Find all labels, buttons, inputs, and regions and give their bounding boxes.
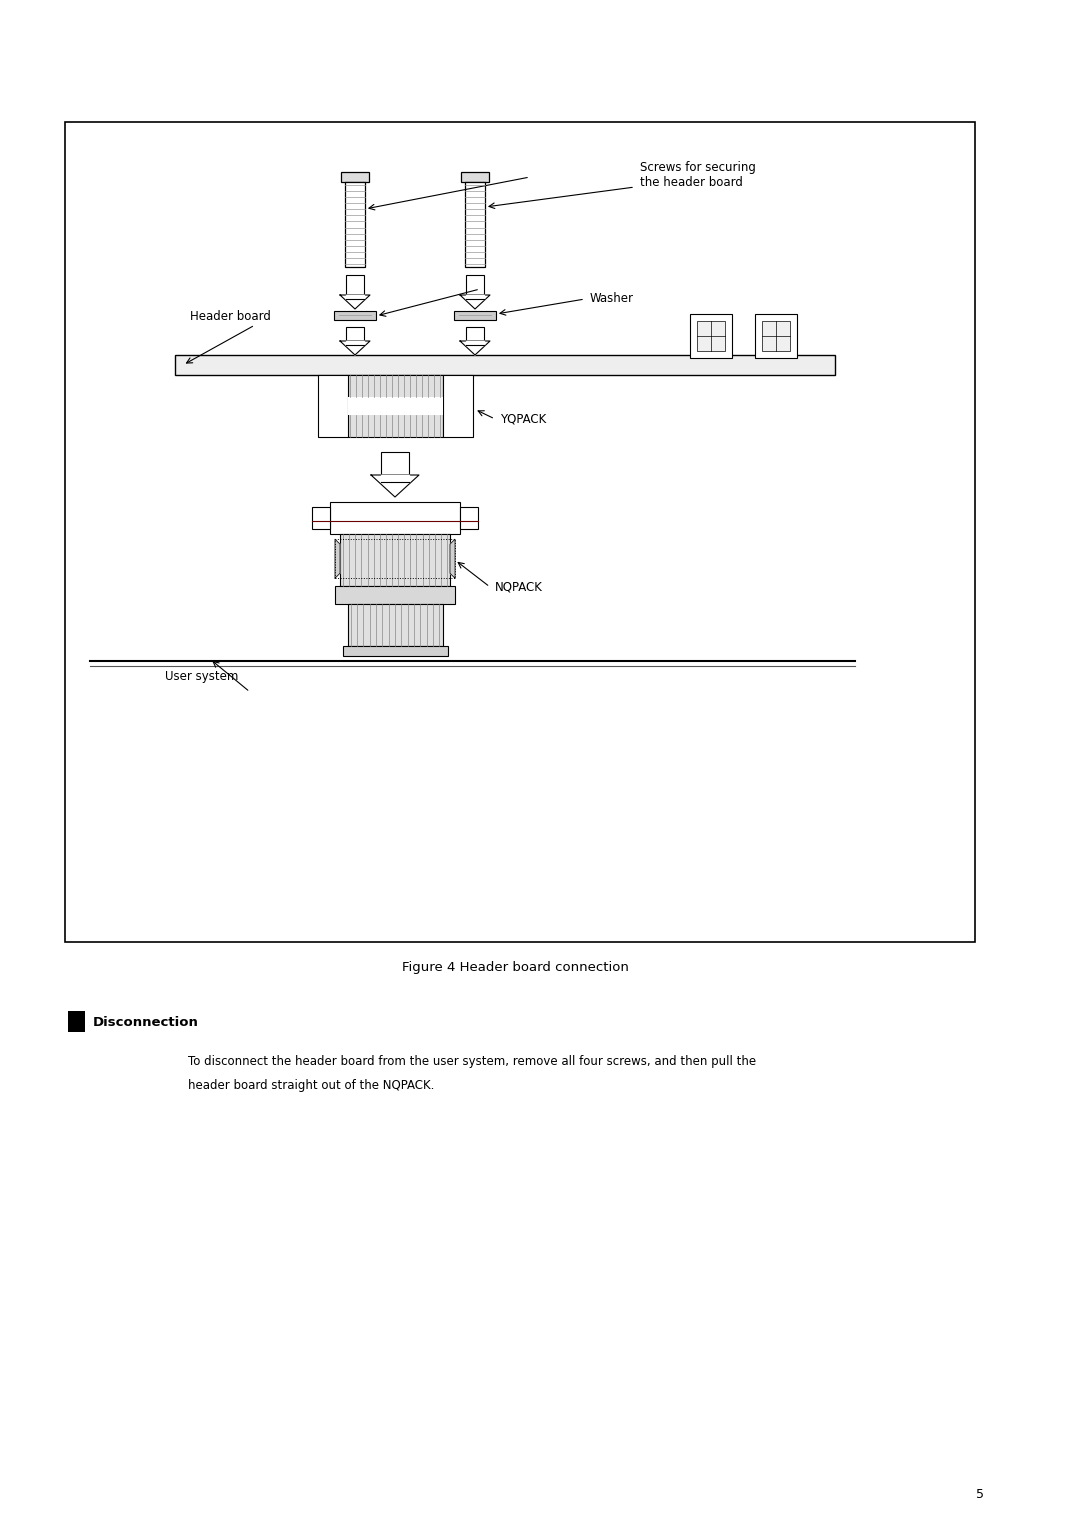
Polygon shape: [335, 539, 340, 579]
Text: NQPACK: NQPACK: [495, 580, 543, 594]
Bar: [341, 173, 369, 182]
Bar: [348, 605, 443, 646]
Text: User system: User system: [165, 670, 239, 684]
Text: Washer: Washer: [590, 293, 634, 305]
Bar: [175, 354, 835, 376]
Polygon shape: [460, 341, 490, 354]
Bar: [454, 312, 496, 321]
Bar: [334, 312, 376, 321]
Polygon shape: [372, 475, 419, 496]
Bar: [381, 452, 409, 475]
Polygon shape: [346, 295, 364, 299]
Bar: [465, 275, 484, 295]
Bar: [443, 376, 473, 437]
Bar: [330, 502, 460, 534]
Polygon shape: [465, 341, 484, 345]
Bar: [345, 182, 365, 267]
Bar: [465, 327, 484, 341]
Bar: [461, 173, 489, 182]
Text: header board straight out of the NQPACK.: header board straight out of the NQPACK.: [188, 1078, 434, 1092]
Bar: [335, 539, 455, 579]
Polygon shape: [340, 341, 370, 354]
Bar: [755, 315, 797, 357]
Bar: [348, 397, 443, 415]
Bar: [460, 507, 478, 530]
Bar: [348, 376, 443, 437]
Bar: [465, 182, 485, 267]
Polygon shape: [460, 295, 490, 308]
Bar: [318, 376, 348, 437]
Text: 5: 5: [976, 1489, 984, 1501]
Bar: [65, 122, 975, 942]
Bar: [762, 321, 789, 351]
Bar: [335, 586, 455, 605]
Text: Screws for securing
the header board: Screws for securing the header board: [640, 160, 756, 189]
Bar: [340, 534, 450, 586]
Polygon shape: [381, 475, 409, 481]
Polygon shape: [340, 295, 370, 308]
Bar: [346, 327, 364, 341]
Polygon shape: [465, 295, 484, 299]
Text: Figure 4 Header board connection: Figure 4 Header board connection: [402, 960, 629, 974]
Bar: [312, 507, 330, 530]
Bar: [697, 321, 725, 351]
Text: YQPACK: YQPACK: [500, 412, 546, 426]
Text: Disconnection: Disconnection: [93, 1015, 199, 1029]
Polygon shape: [450, 539, 455, 579]
Bar: [346, 275, 364, 295]
Polygon shape: [346, 341, 364, 345]
Bar: [342, 646, 447, 657]
Bar: [690, 315, 732, 357]
Text: To disconnect the header board from the user system, remove all four screws, and: To disconnect the header board from the …: [188, 1055, 756, 1069]
Bar: [68, 1011, 85, 1032]
Text: Header board: Header board: [190, 310, 271, 324]
